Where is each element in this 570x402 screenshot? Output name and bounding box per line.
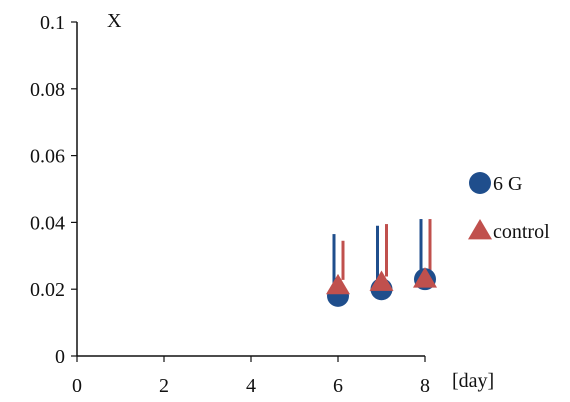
y-tick-label: 0.02 <box>30 279 65 301</box>
x-tick-label: 0 <box>72 375 82 397</box>
y-tick-label: 0.04 <box>30 212 65 234</box>
legend-circle-icon <box>469 172 491 194</box>
legend-triangle-icon <box>468 219 492 240</box>
y-tick-label: 0.06 <box>30 146 65 168</box>
markers <box>326 267 437 307</box>
legend-label: control <box>493 221 550 243</box>
ticks: 0 0.02 0.04 0.06 0.08 0.1 0 2 4 6 8 <box>30 12 430 397</box>
x-tick-label: 2 <box>159 375 169 397</box>
triangle-marker <box>369 270 394 291</box>
y-axis-label: X <box>107 10 122 32</box>
y-tick-label: 0.1 <box>40 12 65 34</box>
triangle-marker <box>413 267 437 288</box>
x-tick-label: 4 <box>246 375 256 397</box>
error-bars <box>332 219 432 290</box>
x-axis-label: [day] <box>452 370 494 392</box>
triangle-marker <box>326 273 350 295</box>
y-tick-label: 0.08 <box>30 79 65 101</box>
legend: 6 G control <box>468 172 550 243</box>
legend-label: 6 G <box>493 173 522 195</box>
y-tick-label: 0 <box>55 346 65 368</box>
x-tick-label: 8 <box>420 375 430 397</box>
x-tick-label: 6 <box>333 375 343 397</box>
axes <box>76 22 425 357</box>
